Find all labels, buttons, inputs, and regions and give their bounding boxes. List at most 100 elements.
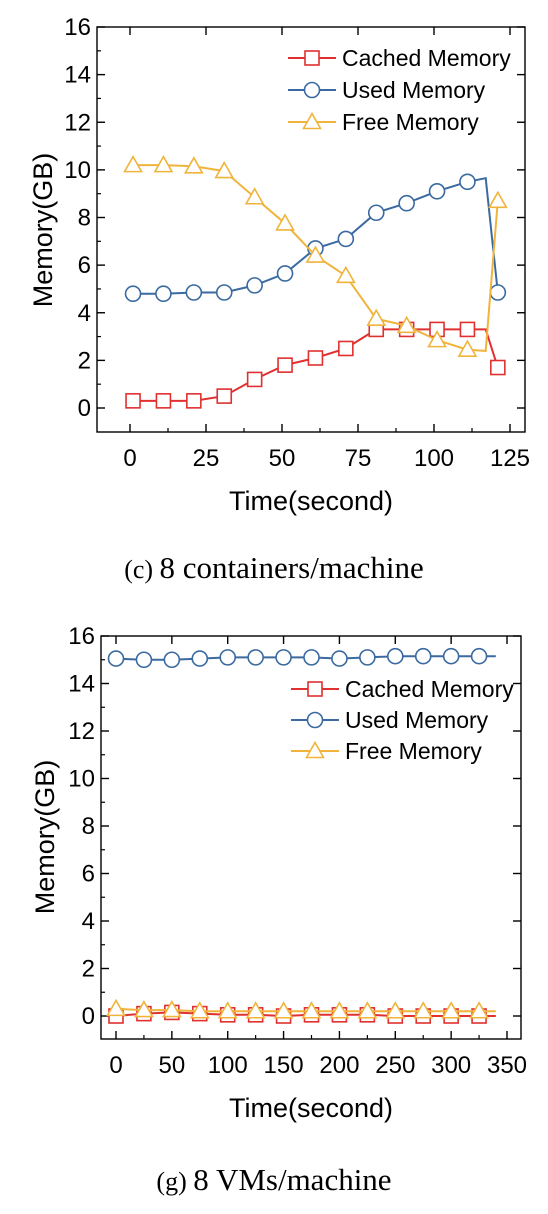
chart-g-legend-marker bbox=[307, 681, 323, 697]
chart-g-data-point bbox=[331, 650, 348, 667]
chart-c-data-point bbox=[366, 308, 387, 327]
chart-c-data-point bbox=[457, 339, 478, 357]
chart-c-xtick-label: 25 bbox=[193, 445, 220, 472]
chart-g-data-point bbox=[135, 651, 153, 669]
chart-g-data-point bbox=[357, 1001, 378, 1019]
chart-g-ylabel: Memory(GB) bbox=[30, 760, 60, 915]
chart-c-data-point bbox=[124, 285, 142, 303]
chart-c-ytick-label: 6 bbox=[78, 252, 91, 279]
chart-c: 0 2 4 6 8 10 12 14 16 0 25 50 75 100 125 Time(second) Me… bbox=[0, 0, 548, 600]
chart-g-data-point bbox=[191, 650, 209, 667]
chart-g: 0 2 4 6 8 10 12 14 16 0 50 100 150 200 250 300 350 Time(s… bbox=[0, 607, 548, 1214]
chart-c-ytick-label: 0 bbox=[78, 395, 91, 422]
chart-g-legend-entry: Cached Memory bbox=[291, 676, 514, 702]
chart-g-data-point bbox=[470, 647, 488, 665]
chart-g-data-point bbox=[385, 1001, 406, 1019]
chart-g-data-point bbox=[441, 1001, 462, 1019]
chart-g-data-point bbox=[247, 649, 264, 666]
chart-c-xtick-label: 50 bbox=[269, 445, 296, 472]
chart-c-series-0 bbox=[125, 321, 506, 409]
chart-c-ylabel: Memory(GB) bbox=[28, 153, 58, 308]
chart-g-xtick-label: 300 bbox=[431, 1052, 471, 1079]
chart-c-series-1 bbox=[124, 173, 507, 303]
chart-g-caption-label: (g) bbox=[156, 1167, 193, 1196]
chart-c-data-point bbox=[215, 284, 233, 301]
chart-g-data-point bbox=[134, 999, 154, 1018]
chart-g-data-point bbox=[106, 998, 126, 1017]
chart-c-data-point bbox=[216, 388, 233, 404]
chart-g-data-point bbox=[275, 649, 292, 666]
chart-c-data-point bbox=[155, 393, 172, 409]
chart-c-caption-text: 8 containers/machine bbox=[160, 550, 424, 585]
chart-g-data-point bbox=[329, 1001, 350, 1019]
chart-c-ytick-label: 8 bbox=[78, 205, 91, 232]
chart-g-xtick-label: 0 bbox=[109, 1052, 122, 1079]
chart-c-data-point bbox=[307, 350, 324, 366]
chart-g-ytick-label: 6 bbox=[82, 861, 95, 888]
chart-c-legend-marker bbox=[303, 81, 321, 99]
chart-c-ytick-label: 4 bbox=[78, 300, 91, 327]
chart-g-ytick-label: 2 bbox=[82, 956, 95, 983]
chart-g-data-point bbox=[161, 999, 182, 1018]
chart-g-data-point bbox=[359, 649, 376, 666]
chart-c-data-point bbox=[396, 315, 417, 334]
chart-c-svg: 0 2 4 6 8 10 12 14 16 0 25 50 75 100 125 Time(second) Me… bbox=[28, 14, 530, 585]
chart-c-data-point bbox=[398, 194, 415, 212]
chart-g-data-point bbox=[303, 649, 320, 666]
chart-g-data-point bbox=[245, 1001, 266, 1019]
chart-g-data-point bbox=[107, 650, 125, 667]
chart-c-data-point bbox=[155, 285, 172, 303]
chart-c-xtick-label: 100 bbox=[414, 445, 454, 472]
chart-c-data-point bbox=[338, 340, 354, 357]
chart-c-ytick-label: 16 bbox=[64, 14, 91, 41]
chart-c-data-point bbox=[490, 359, 506, 376]
chart-c-data-point bbox=[489, 284, 507, 301]
chart-c-legend-entry: Used Memory bbox=[288, 77, 486, 103]
chart-g-svg: 0 2 4 6 8 10 12 14 16 0 50 100 150 200 250 300 350 Time(s… bbox=[30, 623, 527, 1197]
chart-c-plot-frame bbox=[96, 26, 526, 433]
chart-c-legend-label: Used Memory bbox=[342, 77, 486, 103]
chart-c-legend-entry: Cached Memory bbox=[288, 45, 511, 71]
chart-g-xtick-label: 200 bbox=[319, 1052, 359, 1079]
chart-c-data-point bbox=[123, 154, 143, 173]
chart-g-legend-label: Used Memory bbox=[345, 707, 489, 733]
chart-g-legend-marker bbox=[305, 740, 325, 759]
chart-g-series-1 bbox=[107, 647, 496, 669]
chart-c-legend-marker bbox=[302, 111, 322, 130]
chart-g-data-point bbox=[273, 1001, 294, 1019]
chart-c-data-point bbox=[125, 393, 141, 409]
chart-c-data-point bbox=[275, 213, 295, 231]
chart-c-data-point bbox=[276, 265, 294, 282]
chart-c-data-point bbox=[337, 230, 355, 248]
chart-c-data-point bbox=[185, 284, 203, 301]
chart-g-xlabel: Time(second) bbox=[229, 1093, 393, 1123]
chart-g-data-point bbox=[442, 647, 460, 665]
chart-c-data-point bbox=[487, 190, 508, 209]
chart-g-ytick-label: 12 bbox=[68, 718, 95, 745]
chart-g-legend-entry: Free Memory bbox=[291, 738, 482, 764]
chart-c-data-point bbox=[459, 173, 476, 191]
chart-g-xtick-label: 50 bbox=[159, 1052, 186, 1079]
chart-g-data-point bbox=[386, 647, 404, 665]
chart-g-xtick-label: 150 bbox=[264, 1052, 304, 1079]
chart-c-legend-label: Cached Memory bbox=[342, 45, 511, 71]
chart-g-ytick-label: 4 bbox=[82, 908, 95, 935]
chart-c-data-point bbox=[153, 154, 174, 173]
chart-c-series-2 bbox=[123, 154, 508, 357]
chart-c-data-point bbox=[277, 357, 293, 373]
chart-c-ytick-label: 2 bbox=[78, 347, 91, 374]
chart-c-legend-marker bbox=[304, 50, 320, 66]
chart-c-data-point bbox=[427, 330, 447, 348]
chart-c-legend-entry: Free Memory bbox=[288, 109, 479, 135]
chart-g-data-point bbox=[469, 1001, 489, 1019]
chart-c-caption: (c) 8 containers/machine bbox=[124, 550, 424, 585]
chart-g-legend-label: Cached Memory bbox=[345, 676, 514, 702]
chart-g-data-point bbox=[414, 647, 432, 665]
chart-c-ytick-label: 10 bbox=[64, 157, 91, 184]
chart-c-data-point bbox=[246, 277, 263, 294]
chart-c-data-point bbox=[244, 187, 265, 205]
chart-g-data-point bbox=[301, 1001, 322, 1019]
chart-g-caption: (g) 8 VMs/machine bbox=[156, 1162, 391, 1197]
chart-g-series-2 bbox=[106, 998, 496, 1019]
chart-c-data-point bbox=[183, 156, 204, 174]
